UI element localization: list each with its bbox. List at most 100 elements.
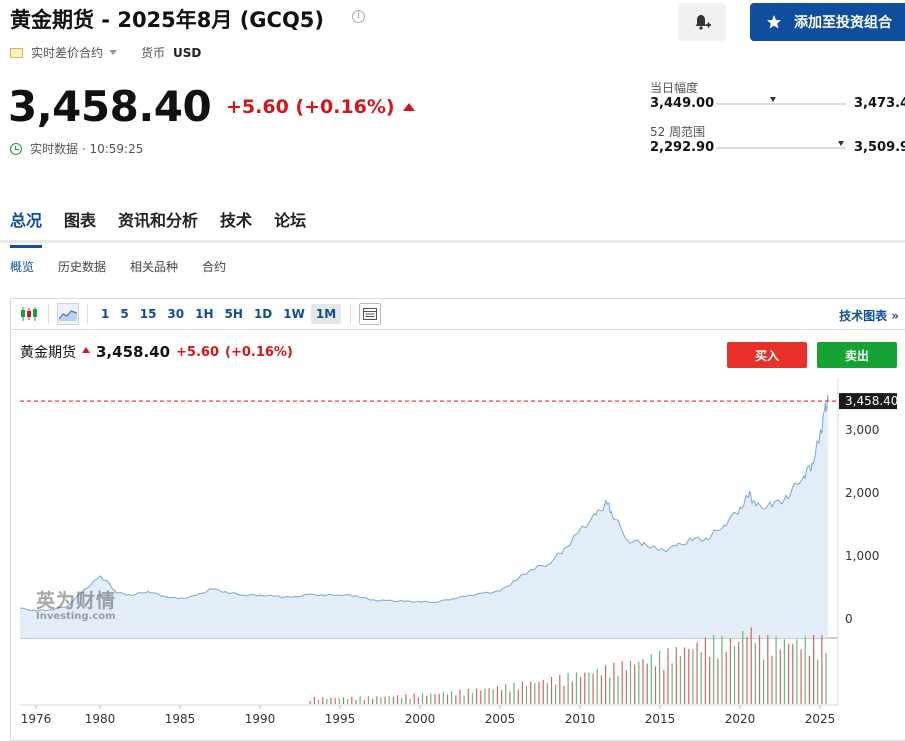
volume-bar — [317, 700, 320, 704]
volume-bar — [575, 672, 577, 704]
period-1[interactable]: 1 — [101, 306, 110, 321]
volume-bar — [692, 649, 694, 704]
add-to-portfolio-button[interactable]: 添加至投资组合 — [750, 3, 905, 41]
period-5h[interactable]: 5H — [224, 306, 243, 321]
price-change-value: +5.60 (+0.16%) — [226, 96, 395, 118]
watermark-cn: 英为财情 — [36, 590, 117, 612]
tab-forum[interactable]: 论坛 — [274, 211, 307, 230]
add-to-portfolio-label: 添加至投资组合 — [794, 15, 892, 31]
tab-chart[interactable]: 图表 — [64, 211, 97, 230]
x-tick-label: 1980 — [85, 712, 116, 726]
volume-bar — [309, 701, 311, 704]
volume-bar — [384, 696, 386, 704]
volume-bar — [721, 635, 723, 704]
volume-bar — [347, 699, 349, 704]
day-range-high: 3,473.45 — [854, 96, 905, 111]
technical-chart-link[interactable]: 技术图表 » — [839, 309, 899, 323]
volume-bar — [625, 670, 627, 704]
volume-bar — [825, 653, 827, 704]
subtab-related[interactable]: 相关品种 — [130, 260, 179, 274]
volume-bar — [650, 654, 652, 704]
volume-bar — [688, 648, 690, 704]
day-range-label: 当日幅度 — [650, 81, 699, 95]
volume-bar — [530, 681, 532, 704]
volume-bar — [659, 650, 661, 704]
volume-bar — [338, 698, 340, 704]
x-tick-label: 2000 — [405, 712, 436, 726]
bell-plus-icon — [695, 15, 711, 30]
volume-bar — [792, 643, 794, 704]
volume-bar — [808, 655, 810, 704]
sell-button[interactable]: 卖出 — [817, 342, 897, 368]
volume-bar — [555, 684, 557, 704]
candlestick-icon[interactable] — [18, 303, 40, 325]
subtab-contracts[interactable]: 合约 — [202, 260, 227, 274]
volume-bar — [584, 672, 586, 704]
info-icon[interactable]: i — [352, 10, 365, 23]
contract-info-row: 实时差价合约 货币 USD — [10, 44, 201, 61]
volume-bar — [513, 682, 515, 704]
y-tick-label: 3,000 — [845, 423, 879, 437]
area-chart-icon[interactable] — [57, 302, 79, 325]
day-range-low: 3,449.00 — [650, 96, 715, 111]
x-tick-label: 2020 — [725, 712, 756, 726]
period-30[interactable]: 30 — [167, 306, 185, 321]
volume-bar — [671, 663, 673, 704]
volume-bar — [421, 693, 424, 704]
volume-bar — [738, 641, 740, 704]
volume-bar — [480, 690, 482, 704]
period-1d[interactable]: 1D — [253, 306, 273, 321]
volume-bar — [355, 700, 357, 704]
volume-bar — [409, 698, 411, 704]
alert-button[interactable] — [678, 3, 726, 41]
currency-value: USD — [173, 45, 202, 60]
volume-bar — [405, 694, 407, 704]
period-15[interactable]: 15 — [139, 306, 157, 321]
period-1h[interactable]: 1H — [195, 306, 214, 321]
legend-change: +5.60 — [176, 344, 219, 360]
volume-bar — [700, 652, 702, 704]
period-1w[interactable]: 1W — [283, 306, 305, 321]
x-tick-label: 2005 — [485, 712, 516, 726]
x-tick-label: 1995 — [325, 712, 356, 726]
subtab-historical-data[interactable]: 历史数据 — [58, 260, 107, 274]
volume-bar — [754, 643, 756, 704]
y-tick-label: 0 — [845, 612, 853, 626]
volume-bar — [717, 658, 719, 704]
volume-bar — [521, 681, 523, 704]
volume-bar — [550, 677, 553, 704]
x-tick-label: 2010 — [565, 712, 596, 726]
buy-button[interactable]: 买入 — [727, 342, 807, 368]
volume-bar — [742, 631, 744, 704]
volume-bar — [359, 696, 361, 704]
volume-bar — [397, 695, 399, 704]
chart-toolbar: 1 5 15 30 1H 5H 1D 1W 1M — [10, 298, 905, 330]
volume-bar — [413, 693, 415, 704]
x-tick-label: 2025 — [805, 712, 836, 726]
tab-news-analysis[interactable]: 资讯和分析 — [118, 211, 199, 230]
volume-bar — [596, 668, 598, 704]
tab-technical[interactable]: 技术 — [220, 211, 253, 230]
week52-range-bar — [716, 147, 846, 149]
sub-tabs: 概览 历史数据 相关品种 合约 — [10, 258, 226, 275]
volume-bar — [455, 695, 457, 704]
volume-bar — [638, 661, 640, 704]
price-line — [19, 394, 829, 612]
period-5[interactable]: 5 — [120, 306, 129, 321]
subtab-overview[interactable]: 概览 — [10, 260, 35, 274]
volume-bar — [621, 661, 623, 704]
volume-bar — [484, 688, 486, 704]
x-tick-label: 1976 — [21, 712, 52, 726]
chart-settings-icon[interactable] — [359, 302, 382, 325]
volume-bar — [783, 639, 785, 704]
volume-bar — [804, 636, 806, 704]
contract-type-select[interactable]: 实时差价合约 — [31, 44, 118, 61]
volume-bar — [313, 697, 315, 704]
period-1m[interactable]: 1M — [310, 303, 342, 324]
tab-overview[interactable]: 总况 — [10, 207, 43, 248]
volume-bar — [509, 691, 511, 704]
investing-watermark: 英为财情 Investing.com — [36, 586, 116, 622]
legend-up-arrow-icon — [82, 347, 90, 353]
legend-change-pct: (+0.16%) — [225, 344, 293, 360]
